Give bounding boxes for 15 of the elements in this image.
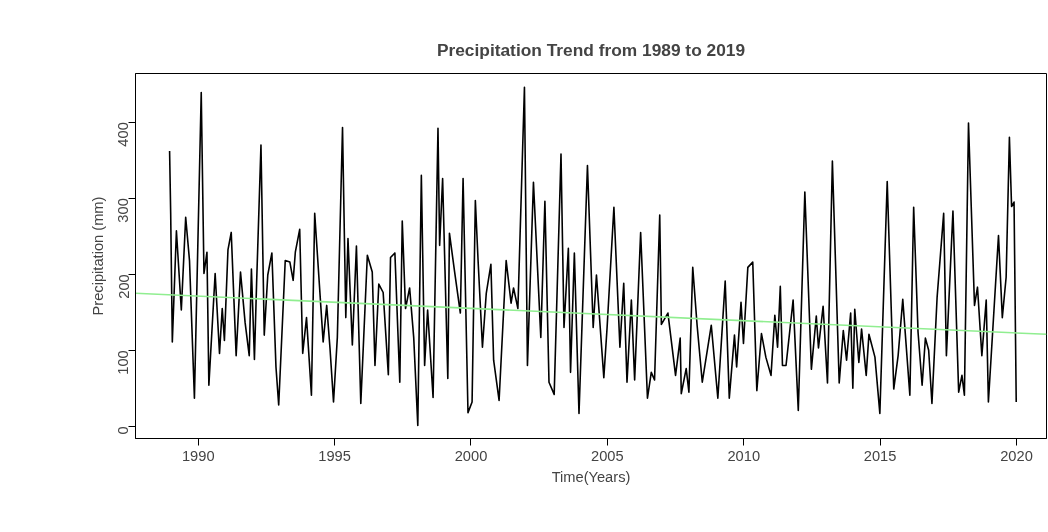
y-tick-label: 200 bbox=[115, 274, 132, 299]
y-tick-label: 400 bbox=[115, 122, 132, 147]
x-tick-label: 2020 bbox=[1000, 447, 1033, 464]
x-tick-label: 2015 bbox=[863, 447, 897, 464]
y-tick-label: 300 bbox=[115, 198, 132, 223]
x-tick-label: 2005 bbox=[591, 447, 624, 464]
x-tick-label: 2010 bbox=[727, 447, 761, 464]
x-axis-title: Time(Years) bbox=[551, 468, 631, 485]
y-tick-label: 100 bbox=[115, 350, 132, 375]
y-tick-label: 0 bbox=[115, 426, 132, 435]
x-tick-label: 1995 bbox=[318, 447, 351, 464]
chart-title: Precipitation Trend from 1989 to 2019 bbox=[436, 39, 746, 60]
x-tick-label: 2000 bbox=[454, 447, 488, 464]
y-axis-title: Precipitation (mm) bbox=[89, 196, 106, 316]
x-tick-label: 1990 bbox=[181, 447, 215, 464]
